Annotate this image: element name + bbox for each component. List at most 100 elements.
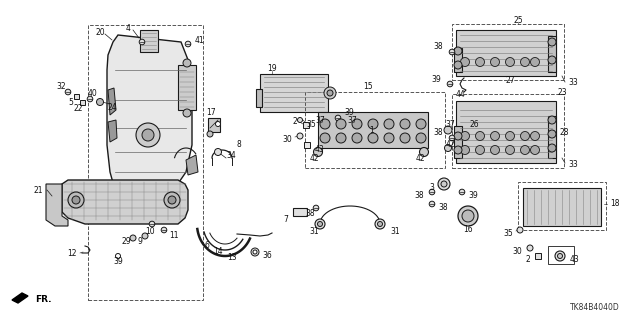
Circle shape bbox=[65, 89, 71, 95]
Text: 16: 16 bbox=[463, 226, 473, 235]
Circle shape bbox=[555, 251, 565, 261]
Circle shape bbox=[445, 145, 451, 151]
Circle shape bbox=[548, 116, 556, 124]
Text: 37: 37 bbox=[445, 119, 455, 129]
Text: 42: 42 bbox=[415, 154, 425, 163]
Bar bbox=[178, 65, 196, 110]
Bar bbox=[293, 208, 307, 216]
Text: TK84B4040D: TK84B4040D bbox=[570, 303, 620, 312]
Bar bbox=[548, 116, 556, 158]
Circle shape bbox=[520, 58, 529, 67]
Circle shape bbox=[97, 99, 104, 106]
Circle shape bbox=[517, 227, 523, 233]
Circle shape bbox=[149, 221, 155, 227]
Text: FR.: FR. bbox=[35, 295, 51, 305]
Text: 39: 39 bbox=[431, 75, 441, 84]
Text: 8: 8 bbox=[236, 140, 241, 148]
Text: 33: 33 bbox=[568, 159, 578, 169]
Circle shape bbox=[454, 132, 462, 140]
Text: 35: 35 bbox=[306, 119, 316, 129]
Circle shape bbox=[531, 132, 540, 140]
Circle shape bbox=[315, 219, 325, 229]
Circle shape bbox=[216, 122, 221, 126]
Text: 14: 14 bbox=[213, 247, 223, 257]
Text: 38: 38 bbox=[305, 209, 315, 218]
Text: 3: 3 bbox=[429, 182, 434, 191]
Text: 43: 43 bbox=[315, 145, 324, 154]
Circle shape bbox=[317, 221, 323, 227]
Polygon shape bbox=[186, 155, 198, 175]
Circle shape bbox=[161, 227, 167, 233]
Circle shape bbox=[531, 146, 540, 155]
Circle shape bbox=[476, 58, 484, 67]
Circle shape bbox=[548, 56, 556, 64]
Text: 38: 38 bbox=[433, 42, 443, 51]
Circle shape bbox=[419, 148, 429, 156]
Text: 29: 29 bbox=[121, 237, 131, 246]
Text: 39: 39 bbox=[113, 258, 123, 267]
Polygon shape bbox=[46, 184, 68, 226]
Bar bbox=[256, 89, 262, 107]
Text: 35: 35 bbox=[503, 229, 513, 238]
Circle shape bbox=[490, 58, 499, 67]
Circle shape bbox=[460, 189, 465, 195]
Text: 1: 1 bbox=[370, 125, 374, 134]
Text: 38: 38 bbox=[438, 204, 447, 212]
Circle shape bbox=[368, 133, 378, 143]
Text: 31: 31 bbox=[390, 227, 399, 236]
Circle shape bbox=[441, 181, 447, 187]
Circle shape bbox=[168, 196, 176, 204]
Circle shape bbox=[375, 219, 385, 229]
Circle shape bbox=[520, 146, 529, 155]
Circle shape bbox=[429, 189, 435, 195]
Text: 13: 13 bbox=[227, 253, 237, 262]
Circle shape bbox=[352, 133, 362, 143]
Circle shape bbox=[136, 123, 160, 147]
Bar bbox=[456, 101, 556, 163]
Circle shape bbox=[454, 146, 462, 154]
Circle shape bbox=[142, 129, 154, 141]
Circle shape bbox=[87, 96, 93, 102]
Circle shape bbox=[454, 61, 462, 69]
Circle shape bbox=[438, 178, 450, 190]
Circle shape bbox=[368, 119, 378, 129]
Bar bbox=[318, 112, 428, 148]
Circle shape bbox=[454, 47, 462, 55]
Circle shape bbox=[320, 119, 330, 129]
Text: 19: 19 bbox=[267, 63, 277, 73]
Circle shape bbox=[461, 58, 470, 67]
Circle shape bbox=[324, 87, 336, 99]
Text: 17: 17 bbox=[206, 108, 216, 116]
Circle shape bbox=[506, 132, 515, 140]
Circle shape bbox=[115, 253, 120, 259]
Circle shape bbox=[520, 132, 529, 140]
Circle shape bbox=[164, 192, 180, 208]
Polygon shape bbox=[108, 120, 117, 142]
Text: 37: 37 bbox=[347, 116, 357, 124]
Bar bbox=[79, 100, 84, 105]
Text: 42: 42 bbox=[309, 154, 319, 163]
Bar bbox=[548, 246, 574, 264]
Polygon shape bbox=[107, 35, 192, 204]
Text: 5: 5 bbox=[68, 98, 74, 107]
Text: 37: 37 bbox=[315, 116, 325, 124]
Circle shape bbox=[548, 38, 556, 46]
Bar bbox=[208, 118, 220, 132]
Circle shape bbox=[384, 133, 394, 143]
Text: 12: 12 bbox=[67, 249, 77, 258]
Circle shape bbox=[449, 135, 455, 141]
Circle shape bbox=[207, 131, 213, 137]
Circle shape bbox=[142, 233, 148, 239]
Bar bbox=[452, 24, 564, 80]
Circle shape bbox=[130, 235, 136, 241]
Text: 20: 20 bbox=[95, 28, 105, 36]
Text: 10: 10 bbox=[145, 228, 155, 236]
Bar bbox=[456, 30, 556, 76]
Circle shape bbox=[72, 196, 80, 204]
Bar bbox=[304, 142, 310, 148]
Circle shape bbox=[253, 250, 257, 254]
Circle shape bbox=[506, 58, 515, 67]
Circle shape bbox=[449, 49, 455, 55]
Text: 23: 23 bbox=[558, 87, 568, 97]
Bar bbox=[535, 253, 541, 259]
